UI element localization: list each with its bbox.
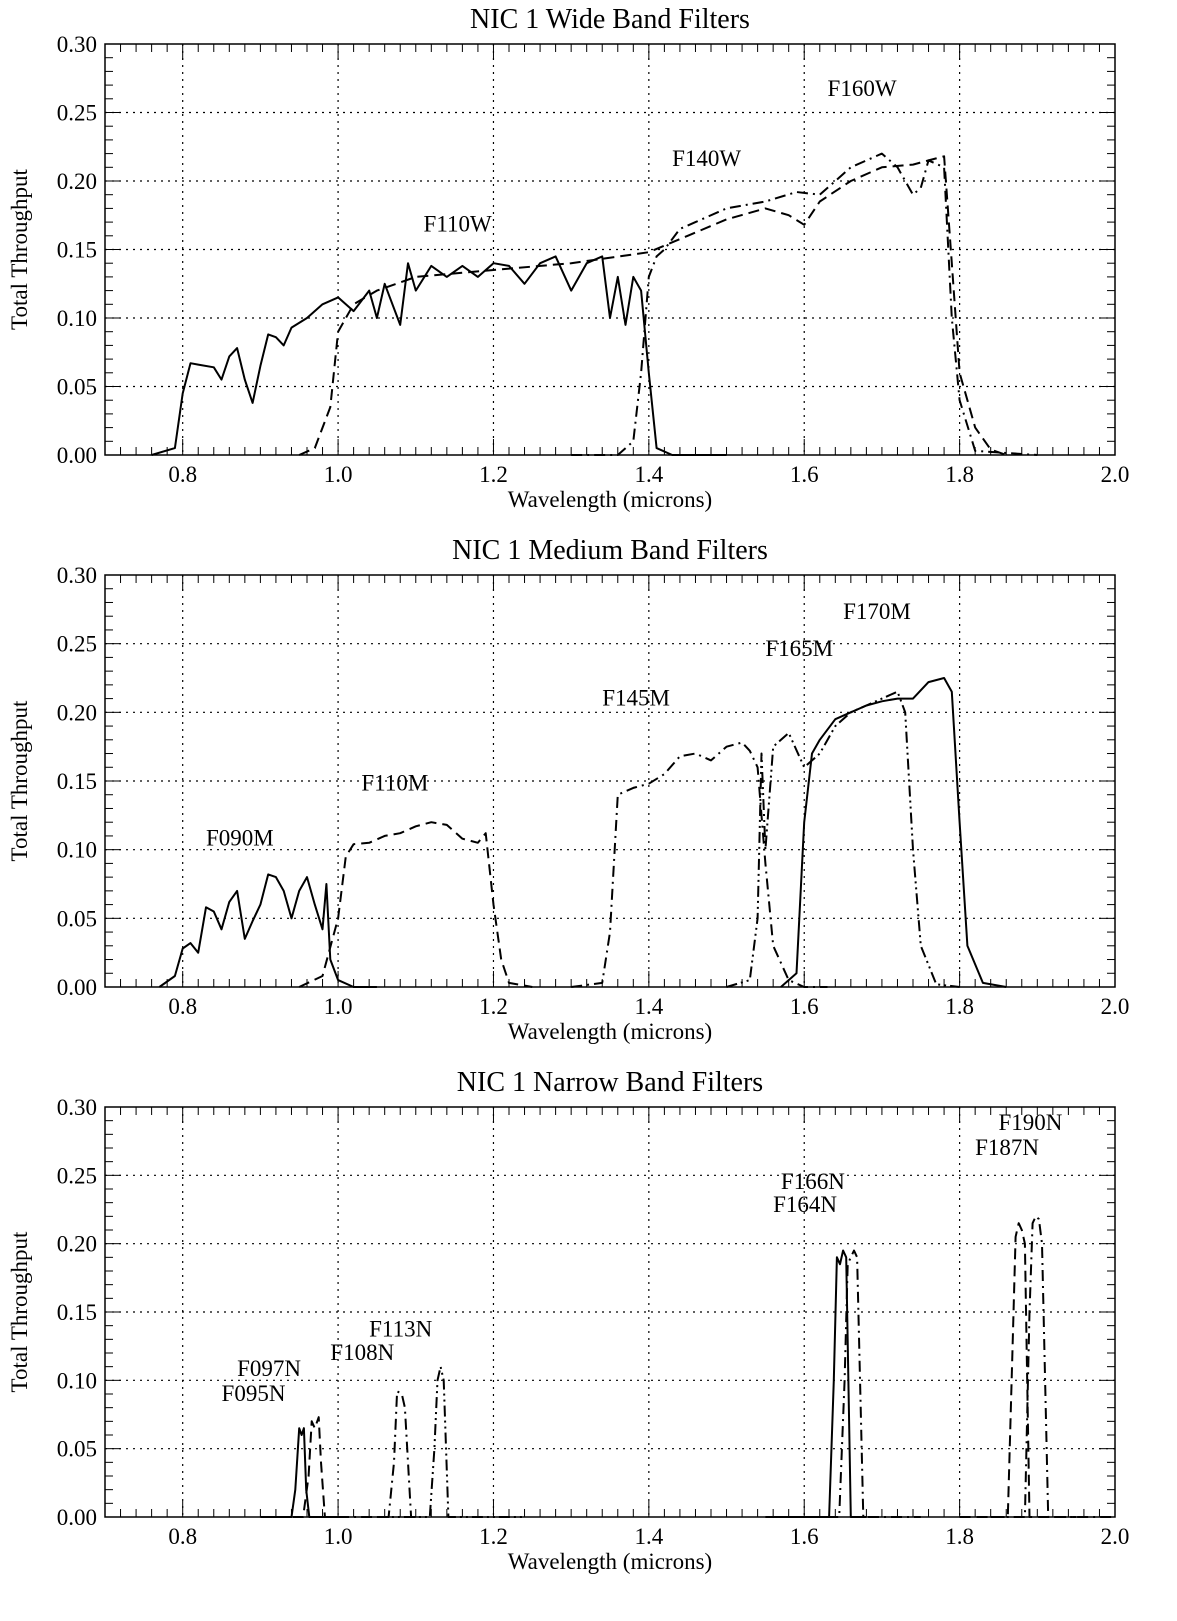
filter-label-f187n: F187N	[975, 1135, 1039, 1160]
y-tick-label: 0.10	[57, 306, 97, 331]
series-line-f190n	[990, 1215, 1115, 1518]
x-tick-label: 2.0	[1101, 994, 1130, 1019]
series-line-f108n	[338, 1390, 416, 1518]
x-tick-label: 1.4	[634, 1524, 663, 1549]
filter-label-f090m: F090M	[206, 826, 274, 851]
series-line-f113n	[376, 1365, 525, 1518]
chart-title: NIC 1 Wide Band Filters	[470, 4, 750, 35]
x-tick-label: 1.4	[634, 994, 663, 1019]
series-line-f095n	[260, 1427, 339, 1518]
y-tick-label: 0.15	[57, 1300, 97, 1325]
x-axis-label: Wavelength (microns)	[508, 1549, 712, 1574]
filter-label-f164n: F164N	[773, 1192, 837, 1217]
filter-label-f108n: F108N	[330, 1340, 394, 1365]
y-axis-label: Total Throughput	[7, 168, 32, 329]
plot-frame	[104, 574, 1116, 988]
series-line-f160w	[298, 155, 1007, 456]
series-line-f140w	[571, 152, 1038, 456]
filter-label-f170m: F170M	[843, 599, 911, 624]
filter-label-f095n: F095N	[222, 1381, 286, 1406]
x-tick-label: 1.2	[479, 1524, 508, 1549]
y-tick-label: 0.00	[57, 1505, 97, 1530]
x-tick-label: 1.0	[324, 1524, 353, 1549]
x-tick-label: 0.8	[168, 994, 197, 1019]
series-line-f166n	[804, 1249, 921, 1518]
filter-label-f166n: F166N	[781, 1169, 845, 1194]
chart-panel-1: NIC 1 Wide Band Filters 0.8 1.0 1.2 1.4 1.6 1.…	[7, 4, 1129, 512]
filter-label-f110w: F110W	[424, 212, 492, 237]
x-tick-label: 0.8	[168, 1524, 197, 1549]
series-line-f145m	[571, 741, 828, 988]
filter-label-f145m: F145M	[602, 685, 670, 710]
plot-frame	[104, 43, 1116, 456]
x-tick-label: 2.0	[1101, 1524, 1130, 1549]
x-tick-label: 1.8	[945, 462, 974, 487]
x-tick-label: 1.8	[945, 1524, 974, 1549]
x-tick-label: 1.2	[479, 462, 508, 487]
x-tick-label: 1.0	[324, 994, 353, 1019]
series-line-f164n	[765, 1249, 867, 1518]
y-tick-label: 0.05	[57, 375, 97, 400]
x-tick-label: 1.6	[790, 994, 819, 1019]
chart-title: NIC 1 Medium Band Filters	[452, 535, 768, 566]
chart-title: NIC 1 Narrow Band Filters	[457, 1067, 763, 1098]
y-tick-label: 0.00	[57, 975, 97, 1000]
y-tick-label: 0.20	[57, 1232, 97, 1257]
x-tick-label: 1.4	[634, 462, 663, 487]
filter-label-f110m: F110M	[361, 771, 428, 796]
series-line-f187n	[959, 1222, 1077, 1518]
y-tick-label: 0.25	[57, 632, 97, 657]
y-tick-label: 0.20	[57, 169, 97, 194]
plot-frame	[104, 1106, 1116, 1518]
x-tick-label: 1.6	[790, 462, 819, 487]
x-axis-label: Wavelength (microns)	[508, 1019, 712, 1044]
x-tick-label: 1.0	[324, 462, 353, 487]
y-tick-label: 0.30	[57, 32, 97, 57]
series-line-f110m	[298, 821, 533, 988]
series-line-f170m	[780, 677, 1007, 988]
y-tick-label: 0.15	[57, 769, 97, 794]
y-tick-label: 0.00	[57, 443, 97, 468]
filter-label-f113n: F113N	[369, 1317, 432, 1342]
x-tick-label: 1.6	[790, 1524, 819, 1549]
filter-label-f140w: F140W	[672, 146, 741, 171]
y-tick-label: 0.30	[57, 1095, 97, 1120]
y-tick-label: 0.25	[57, 101, 97, 126]
x-tick-label: 1.8	[945, 994, 974, 1019]
y-tick-label: 0.10	[57, 1368, 97, 1393]
filter-label-f097n: F097N	[237, 1356, 301, 1381]
y-tick-label: 0.05	[57, 1437, 97, 1462]
x-tick-label: 1.2	[479, 994, 508, 1019]
x-tick-label: 2.0	[1101, 462, 1130, 487]
series-line-f165m	[726, 690, 960, 988]
filter-label-f190n: F190N	[998, 1110, 1062, 1135]
y-tick-label: 0.05	[57, 906, 97, 931]
y-axis-label: Total Throughput	[7, 700, 32, 861]
y-tick-label: 0.10	[57, 838, 97, 863]
y-axis-label: Total Throughput	[7, 1231, 32, 1392]
x-axis-label: Wavelength (microns)	[508, 487, 712, 512]
chart-panel-2: NIC 1 Medium Band Filters 0.8 1.0 1.2 1.4 1.6…	[7, 535, 1129, 1044]
y-tick-label: 0.30	[57, 563, 97, 588]
series-line-f090m	[158, 873, 377, 988]
series-line-f097n	[275, 1416, 339, 1518]
filter-label-f165m: F165M	[765, 636, 833, 661]
x-tick-label: 0.8	[168, 462, 197, 487]
series-line-f110w	[151, 255, 727, 456]
chart-panel-3: NIC 1 Narrow Band Filters 0.8 1.0 1.2 1.4 1.6…	[7, 1067, 1129, 1574]
y-tick-label: 0.15	[57, 238, 97, 263]
filter-label-f160w: F160W	[828, 76, 897, 101]
y-tick-label: 0.25	[57, 1163, 97, 1188]
y-tick-label: 0.20	[57, 700, 97, 725]
